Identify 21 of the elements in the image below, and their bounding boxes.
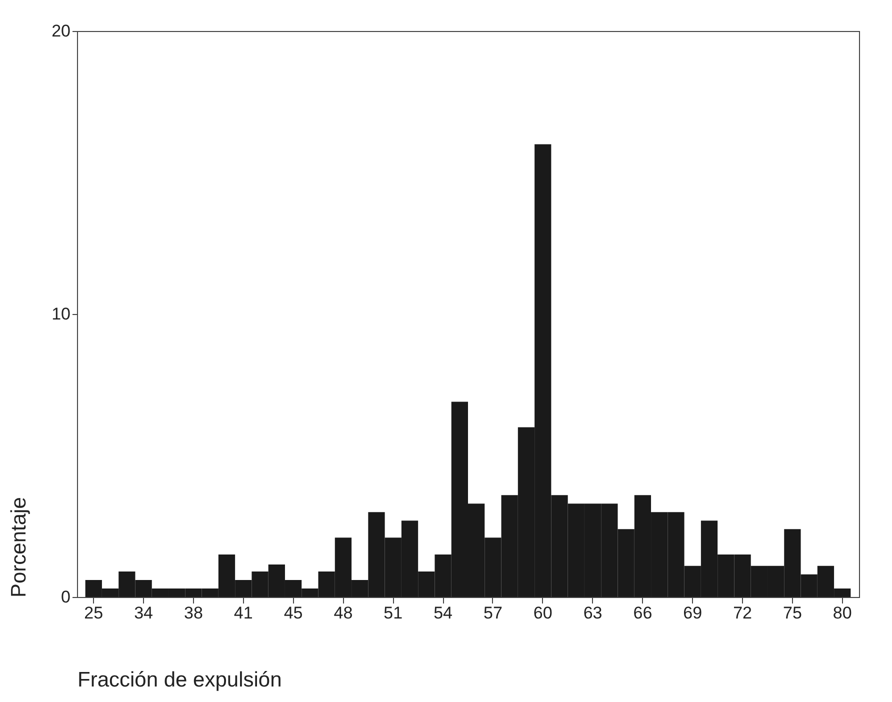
x-tick-label: 51	[384, 604, 403, 622]
x-tick-label: 57	[483, 604, 502, 622]
y-tick-label: 0	[61, 588, 70, 606]
x-tick-label: 80	[832, 604, 852, 622]
x-tick-label: 48	[334, 604, 353, 622]
x-tick-label: 72	[733, 604, 752, 622]
x-tick-label: 66	[633, 604, 652, 622]
x-tick-label: 60	[533, 604, 552, 622]
x-tick-label: 54	[434, 604, 453, 622]
x-tick-label: 69	[683, 604, 702, 622]
y-axis-title: Porcentaje	[8, 497, 31, 598]
x-axis-title: Fracción de expulsión	[78, 668, 282, 692]
x-tick-label: 45	[284, 604, 303, 622]
x-tick-label: 38	[184, 604, 203, 622]
x-tick-label: 25	[84, 604, 104, 622]
x-tick-label: 75	[782, 604, 802, 622]
x-tick-label: 63	[583, 604, 602, 622]
x-tick-label: 41	[234, 604, 253, 622]
y-tick-label: 10	[52, 304, 70, 324]
x-tick-label: 34	[134, 604, 154, 622]
y-tick-label: 20	[52, 22, 70, 40]
